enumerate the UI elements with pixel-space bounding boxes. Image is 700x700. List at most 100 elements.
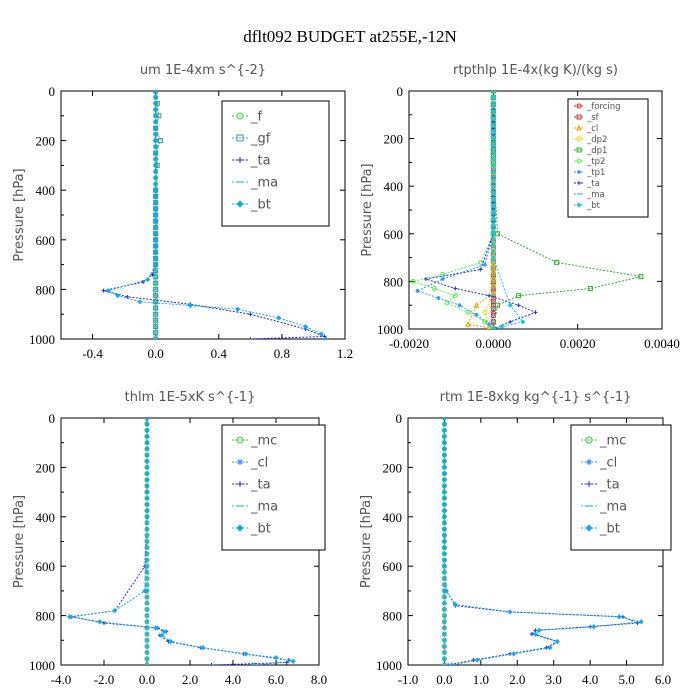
data-point [441,440,447,446]
series-line-bt [492,91,524,329]
data-point [441,495,447,501]
data-point [533,310,538,315]
data-point [153,181,159,187]
data-point [144,440,150,446]
data-point [159,632,165,638]
data-point [490,102,496,108]
data-point [490,326,496,329]
legend-label: _forcing [586,102,621,112]
data-point [490,129,496,135]
data-point [144,501,150,508]
data-point [144,495,150,501]
data-point [153,231,159,237]
data-point [144,452,150,458]
legend-label: _ma [250,500,278,515]
data-point [532,631,539,637]
legend-marker [236,524,244,532]
data-point [115,293,121,299]
data-point [153,131,159,137]
x-tick-label: 5.0 [618,672,634,687]
data-point [457,303,462,308]
x-tick-label: 0.0000 [475,336,511,351]
legend-marker [586,459,592,465]
data-point [248,312,253,317]
data-point [536,627,542,633]
y-tick-label: 1000 [377,322,403,337]
data-point [153,119,159,125]
legend-marker [576,136,582,142]
y-tick-label: 200 [383,460,403,475]
data-point [441,421,447,427]
data-point [490,203,496,209]
data-point [431,286,437,292]
legend-marker [586,481,592,487]
legend-marker [585,524,593,532]
data-point [554,638,560,645]
data-point [490,222,496,228]
y-tick-label: 400 [36,183,56,198]
x-tick-label: 4.0 [582,672,598,687]
figure-title: dflt092 BUDGET at255E,-12N [243,27,457,46]
data-point [490,108,496,114]
y-tick-label: 600 [383,559,403,574]
legend-label: _ta [599,478,620,493]
data-point [495,302,501,308]
legend: _forcing_sf_cl_dp2_dp1_tp2_tp1_ta_ma_bt [567,98,649,218]
x-tick-label: 8.0 [311,672,327,687]
data-point [441,520,447,526]
data-point [235,306,241,312]
y-tick-label: 1000 [29,332,55,347]
y-tick-label: 800 [384,274,404,289]
data-point [453,286,458,291]
data-point [441,526,447,532]
data-point [490,91,496,94]
y-tick-label: 0 [49,84,56,99]
data-point [482,319,488,325]
data-point [487,322,492,327]
data-point [441,489,447,495]
x-tick-label: 0.4 [211,346,228,361]
data-point [482,262,487,267]
legend-label: _bt [586,201,601,211]
data-point [554,259,560,265]
x-tick-label: 0.0020 [560,336,596,351]
y-tick-label: 1000 [29,658,55,673]
data-point [153,218,159,224]
data-point [516,293,522,299]
data-point [187,302,193,309]
data-point [473,302,480,308]
data-point [441,538,447,545]
data-point [248,337,253,339]
data-point [482,309,488,315]
y-axis-label: Pressure [hPa] [12,168,27,261]
legend-marker [585,436,593,444]
y-tick-label: 800 [383,609,403,624]
data-point [465,321,471,327]
data-point [490,142,496,148]
data-point [153,193,159,199]
data-point [638,274,644,280]
data-point [144,508,150,514]
data-point [153,625,159,631]
x-tick-label: 0.0040 [644,336,680,351]
chart-panel-2: rtpthlp 1E-4x(kg K)/(kg s) Pressure [hPa]… [360,63,680,351]
data-point [243,651,249,657]
data-point [67,614,73,620]
data-point [490,235,496,241]
data-point [443,588,449,594]
data-point [441,446,447,452]
data-point [105,288,111,294]
data-point [441,514,447,520]
data-point [209,663,214,665]
data-point [276,315,282,321]
data-point [290,658,296,664]
data-point [441,471,447,477]
data-point [490,170,496,176]
data-point [490,95,496,101]
data-point [449,662,455,665]
panel-title: um 1E-4xm s^{-2} [140,63,266,78]
data-point [441,427,447,433]
data-point [474,657,480,663]
data-point [490,183,496,189]
data-point [153,187,159,193]
